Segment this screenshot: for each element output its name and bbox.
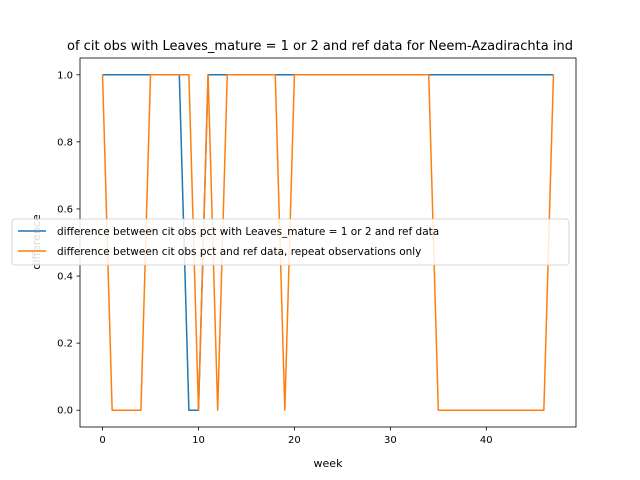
legend-label-2: difference between cit obs pct and ref d…	[57, 246, 421, 258]
y-tick-label: 1.0	[57, 70, 73, 81]
x-tick-label: 20	[288, 435, 301, 446]
y-tick-label: 0.4	[57, 272, 73, 283]
x-axis-label: week	[314, 457, 344, 470]
x-tick-label: 0	[99, 435, 105, 446]
x-tick-label: 30	[384, 435, 397, 446]
y-tick-label: 0.2	[57, 339, 73, 350]
y-tick-label: 0.6	[57, 204, 73, 215]
x-tick-label: 10	[192, 435, 205, 446]
chart-title: of cit obs with Leaves_mature = 1 or 2 a…	[67, 39, 573, 54]
legend-label-1: difference between cit obs pct with Leav…	[57, 226, 439, 238]
legend: difference between cit obs pct with Leav…	[11, 218, 570, 266]
legend-box	[11, 218, 570, 266]
plot-lines	[101, 74, 555, 411]
y-tick-label: 0.0	[57, 406, 73, 417]
y-tick-label: 0.8	[57, 137, 73, 148]
x-tick-label: 40	[480, 435, 493, 446]
series-line-2	[101, 74, 555, 411]
